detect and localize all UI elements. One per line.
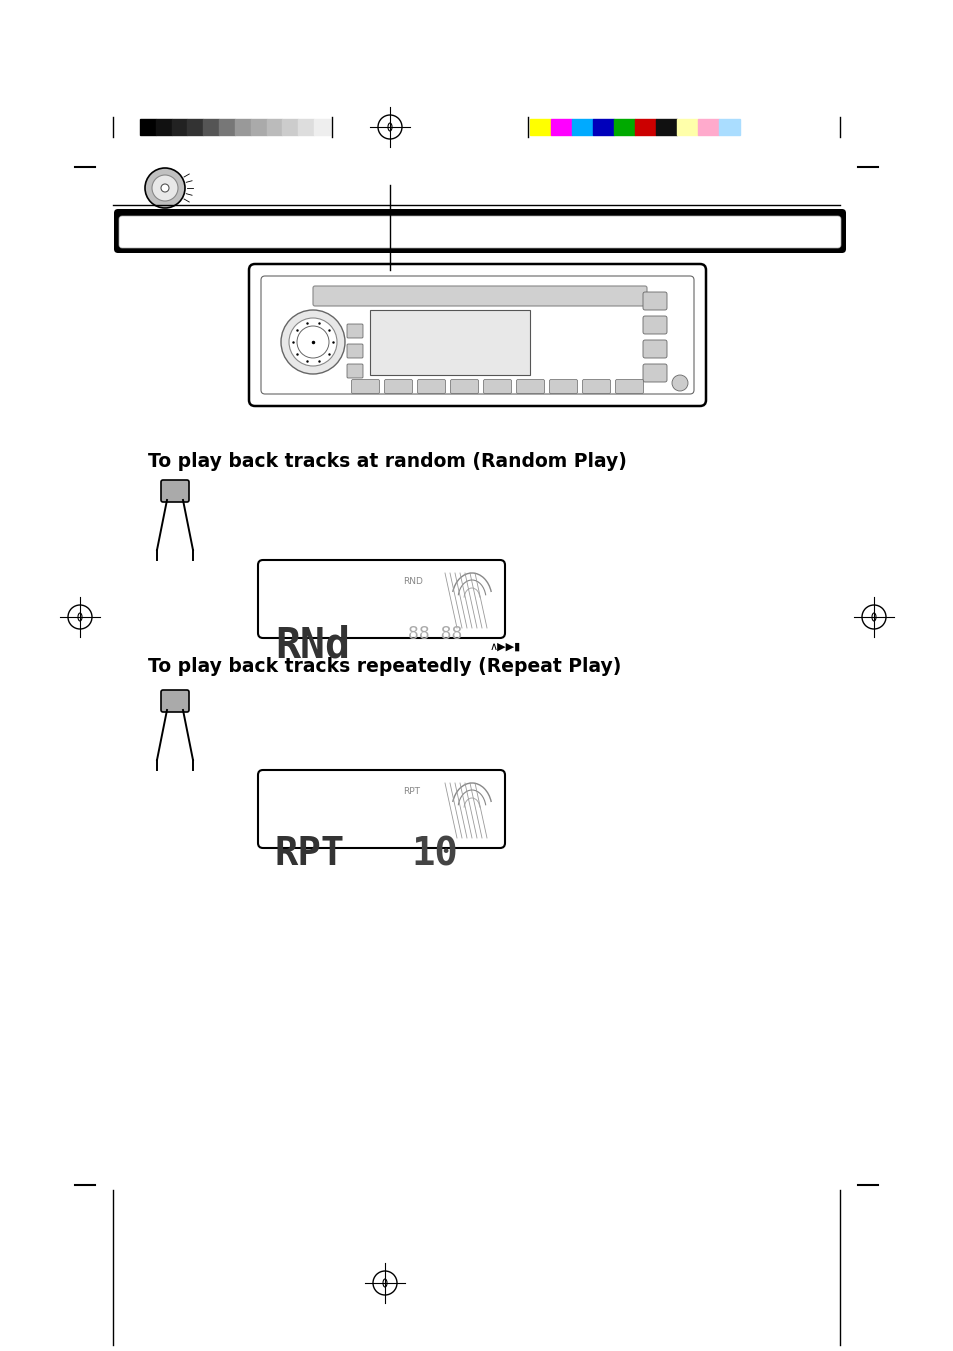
FancyBboxPatch shape	[516, 380, 544, 393]
Text: RPT: RPT	[402, 788, 419, 796]
FancyBboxPatch shape	[257, 770, 504, 848]
FancyBboxPatch shape	[549, 380, 577, 393]
FancyBboxPatch shape	[450, 380, 478, 393]
Circle shape	[289, 317, 336, 366]
Text: 88 88: 88 88	[408, 626, 462, 643]
FancyBboxPatch shape	[582, 380, 610, 393]
Bar	[234, 119, 251, 135]
Text: To play back tracks at random (Random Play): To play back tracks at random (Random Pl…	[148, 453, 626, 471]
Circle shape	[161, 184, 169, 192]
FancyBboxPatch shape	[642, 363, 666, 382]
Bar	[251, 119, 267, 135]
FancyBboxPatch shape	[257, 561, 504, 638]
FancyBboxPatch shape	[161, 690, 189, 712]
Bar	[635, 119, 656, 135]
Bar	[188, 119, 203, 135]
FancyBboxPatch shape	[161, 480, 189, 503]
FancyBboxPatch shape	[347, 363, 363, 378]
Bar	[298, 119, 314, 135]
Bar	[614, 119, 635, 135]
FancyBboxPatch shape	[249, 263, 705, 407]
FancyBboxPatch shape	[642, 316, 666, 334]
FancyBboxPatch shape	[351, 380, 379, 393]
FancyBboxPatch shape	[483, 380, 511, 393]
Text: 10: 10	[411, 835, 457, 873]
Bar	[530, 119, 551, 135]
Bar	[203, 119, 219, 135]
Text: RNd: RNd	[274, 626, 350, 667]
Bar	[219, 119, 234, 135]
FancyBboxPatch shape	[417, 380, 445, 393]
Text: ∧▶▶▮: ∧▶▶▮	[490, 642, 520, 653]
Bar	[719, 119, 740, 135]
Bar	[551, 119, 572, 135]
Circle shape	[296, 326, 329, 358]
Circle shape	[281, 309, 345, 374]
Bar	[282, 119, 298, 135]
Bar	[656, 119, 677, 135]
Bar	[140, 119, 155, 135]
Text: To play back tracks repeatedly (Repeat Play): To play back tracks repeatedly (Repeat P…	[148, 657, 620, 676]
Circle shape	[671, 376, 687, 390]
FancyBboxPatch shape	[313, 286, 646, 305]
FancyBboxPatch shape	[113, 209, 845, 253]
FancyBboxPatch shape	[261, 276, 693, 394]
Bar	[155, 119, 172, 135]
Circle shape	[152, 176, 178, 201]
Bar	[370, 309, 530, 376]
Bar	[172, 119, 188, 135]
Text: RND: RND	[402, 577, 422, 586]
Bar	[698, 119, 719, 135]
Bar	[593, 119, 614, 135]
FancyBboxPatch shape	[615, 380, 643, 393]
FancyBboxPatch shape	[642, 292, 666, 309]
Bar	[572, 119, 593, 135]
Circle shape	[145, 168, 185, 208]
FancyBboxPatch shape	[384, 380, 412, 393]
FancyBboxPatch shape	[642, 340, 666, 358]
FancyBboxPatch shape	[347, 324, 363, 338]
FancyBboxPatch shape	[119, 216, 841, 249]
Bar	[677, 119, 698, 135]
Text: RPT: RPT	[274, 835, 345, 873]
Bar	[314, 119, 330, 135]
Bar	[267, 119, 282, 135]
FancyBboxPatch shape	[347, 345, 363, 358]
